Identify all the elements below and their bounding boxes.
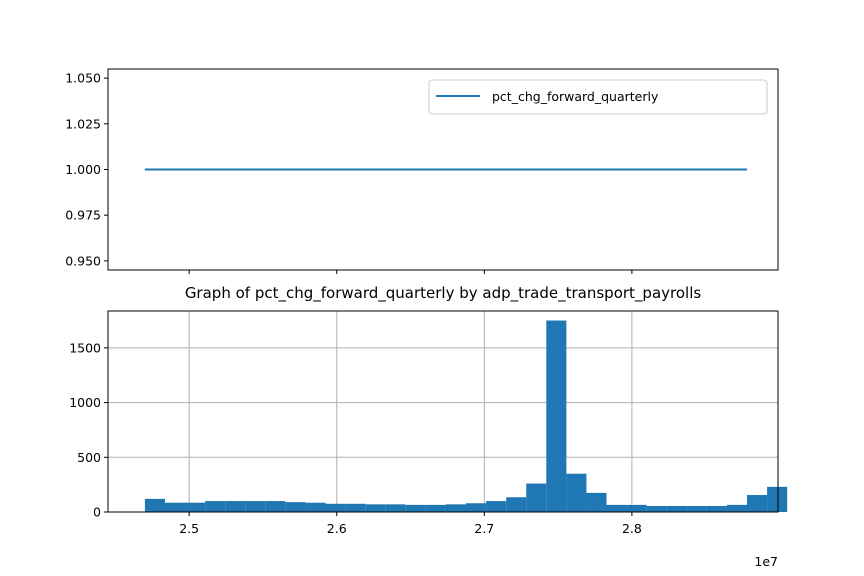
histogram-axes: 0 500 1000 1500 2.5 2.6 2.7 2.8 1e7 — [69, 310, 788, 569]
chart-title: Graph of pct_chg_forward_quarterly by ad… — [185, 284, 702, 303]
histogram-bar — [425, 504, 446, 512]
y-tick-label: 0.975 — [65, 208, 101, 223]
histogram-bar — [686, 505, 707, 512]
histogram-x-ticks: 2.5 2.6 2.7 2.8 — [179, 512, 642, 536]
histogram-bar — [245, 501, 266, 512]
histogram-bar — [405, 504, 426, 512]
x-tick-label: 2.5 — [179, 521, 199, 536]
histogram-bar — [546, 320, 567, 512]
y-tick-label: 0 — [93, 505, 101, 520]
y-tick-label: 0.950 — [65, 253, 101, 268]
histogram-bar — [205, 501, 226, 512]
histogram-bar — [285, 502, 306, 512]
histogram-bar — [586, 492, 607, 512]
x-tick-label: 2.7 — [474, 521, 494, 536]
histogram-bar — [666, 505, 687, 512]
histogram-bar — [225, 501, 246, 512]
line-chart-y-ticks: 0.950 0.975 1.000 1.025 1.050 — [65, 71, 108, 268]
histogram-bar — [566, 473, 587, 512]
y-tick-label: 1.050 — [65, 71, 101, 86]
histogram-bars — [144, 320, 788, 512]
histogram-bar — [486, 501, 507, 512]
histogram-bar — [626, 504, 647, 512]
histogram-bar — [646, 505, 667, 512]
histogram-bar — [767, 486, 788, 512]
x-offset-label: 1e7 — [754, 554, 778, 569]
line-chart-frame — [107, 68, 779, 271]
y-tick-label: 1000 — [69, 395, 101, 410]
histogram-y-ticks: 0 500 1000 1500 — [69, 340, 108, 520]
histogram-bar — [365, 504, 386, 512]
histogram-bar — [385, 504, 406, 512]
y-tick-label: 1.000 — [65, 162, 101, 177]
legend-label: pct_chg_forward_quarterly — [492, 89, 659, 104]
y-tick-label: 1500 — [69, 340, 101, 355]
line-chart-axes: 0.950 0.975 1.000 1.025 1.050 pct_chg_forwar… — [65, 68, 779, 274]
histogram-bar — [526, 483, 547, 512]
line-chart-x-ticks — [188, 270, 633, 274]
x-tick-label: 2.6 — [327, 521, 347, 536]
histogram-bar — [325, 503, 346, 512]
histogram-bar — [445, 504, 467, 512]
histogram-bar — [265, 501, 286, 512]
histogram-bar — [706, 505, 727, 512]
histogram-bar — [747, 495, 768, 512]
x-tick-label: 2.8 — [622, 521, 642, 536]
legend: pct_chg_forward_quarterly — [428, 79, 768, 115]
y-tick-label: 500 — [77, 450, 101, 465]
histogram-bar — [185, 502, 206, 512]
histogram-bar — [506, 497, 527, 512]
histogram-bar — [726, 504, 748, 512]
histogram-frame — [107, 310, 779, 513]
histogram-bar — [164, 502, 186, 512]
histogram-bar — [466, 503, 487, 512]
histogram-bar — [144, 498, 165, 512]
histogram-bar — [606, 504, 627, 512]
legend-box — [428, 79, 768, 115]
histogram-bar — [305, 502, 326, 512]
histogram-bar — [345, 503, 366, 512]
y-tick-label: 1.025 — [65, 116, 101, 131]
